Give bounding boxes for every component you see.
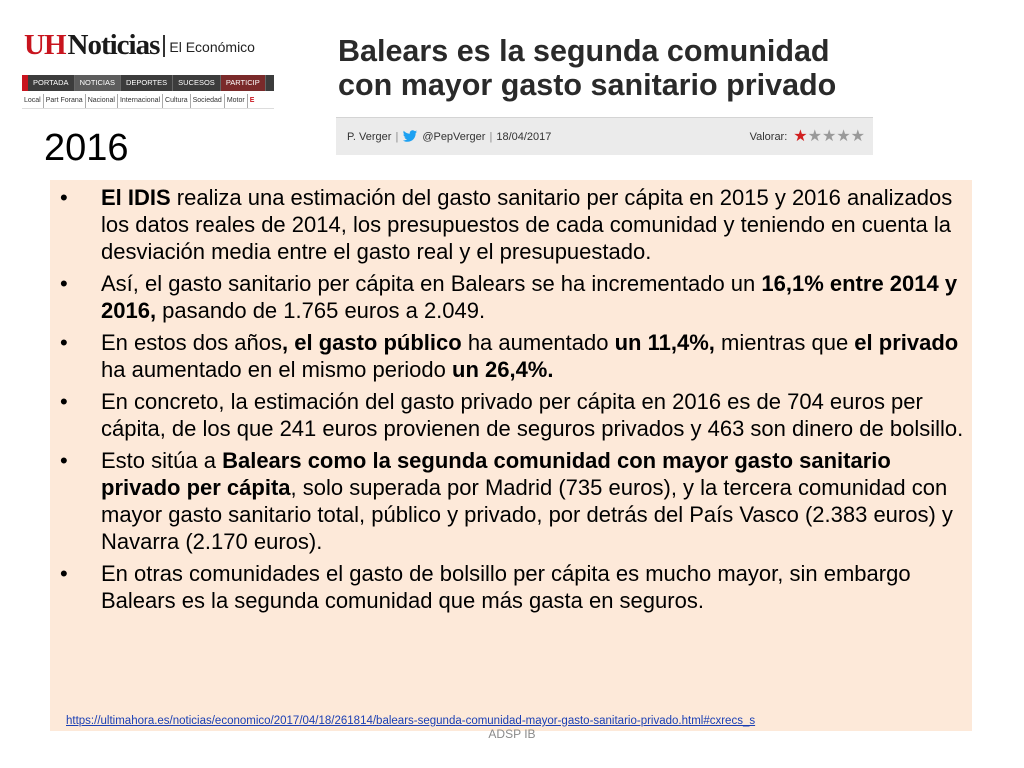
byline-divider: | (489, 130, 493, 143)
nav-item-particip[interactable]: PARTICIP (220, 75, 266, 91)
text-run: ha aumentado (461, 330, 615, 355)
text-run: , solo superada por Madrid (735 euros), … (101, 475, 953, 554)
uh-noticias-header: UH Noticias El Económico PORTADA NOTICIAS… (22, 28, 274, 112)
text-run: Así, el gasto sanitario per cápita en Ba… (101, 271, 762, 296)
article-headline[interactable]: Balears es la segunda comunidad con mayo… (338, 34, 837, 102)
slide-footer: ADSP IB (488, 727, 536, 741)
rating-label: Valorar: (749, 130, 788, 143)
subnav-item[interactable]: Internacional (118, 94, 164, 108)
bullet-item: Esto sitúa a Balears como la segunda com… (50, 447, 972, 555)
subnav-item[interactable]: Sociedad (191, 94, 225, 108)
uh-logo-mark: UH (24, 29, 66, 61)
subnav-item[interactable]: Motor (225, 94, 248, 108)
bullet-item: En concreto, la estimación del gasto pri… (50, 388, 972, 442)
slide-title: 2016 (44, 127, 129, 169)
bullet-item: En otras comunidades el gasto de bolsill… (50, 560, 972, 614)
text-run: En concreto, la estimación del gasto pri… (101, 389, 964, 441)
subnav-item[interactable]: Local (22, 94, 44, 108)
text-run: En otras comunidades el gasto de bolsill… (101, 561, 911, 613)
nav-item-deportes[interactable]: DEPORTES (121, 75, 174, 91)
article-date: 18/04/2017 (496, 130, 552, 143)
bold-text: el privado (854, 330, 959, 355)
section-name: El Económico (169, 39, 255, 55)
bullet-item: El IDIS realiza una estimación del gasto… (50, 184, 972, 265)
star-icon[interactable]: ★ (821, 127, 837, 145)
byline-divider: | (395, 130, 399, 143)
logo-divider (163, 35, 166, 57)
text-run: pasando de 1.765 euros a 2.049. (156, 298, 486, 323)
source-link[interactable]: https://ultimahora.es/noticias/economico… (66, 715, 756, 727)
nav-item-portada[interactable]: PORTADA (22, 75, 75, 91)
uh-logo-name: Noticias (67, 29, 161, 61)
sub-nav-bar: Local Part Forana Nacional Internacional Cul… (22, 94, 274, 109)
nav-item-sucesos[interactable]: SUCESOS (173, 75, 221, 91)
bold-text: un 26,4%. (452, 357, 554, 382)
star-icon[interactable]: ★ (850, 127, 865, 145)
text-run: ha aumentado en el mismo periodo (101, 357, 452, 382)
uh-logo[interactable]: UH Noticias El Económico (24, 30, 255, 60)
text-run: Esto sitúa a (101, 448, 223, 473)
star-icon[interactable]: ★ (836, 127, 851, 145)
subnav-item[interactable]: Cultura (163, 94, 191, 108)
byline-bar: P. Verger | @PepVerger | 18/04/2017 Valo… (336, 117, 873, 155)
bold-text: 16,1% entre 2014 y 2016, (101, 271, 958, 323)
star-icon[interactable]: ★ (807, 127, 822, 145)
author-name[interactable]: P. Verger (347, 130, 392, 143)
content-box: El IDIS realiza una estimación del gasto… (50, 180, 972, 731)
main-nav-bar: PORTADA NOTICIAS DEPORTES SUCESOS PARTICIP (22, 75, 274, 91)
twitter-icon[interactable] (402, 130, 418, 143)
nav-item-noticias[interactable]: NOTICIAS (74, 75, 121, 91)
bold-text: un 11,4%, (614, 330, 715, 355)
subnav-item[interactable]: E (249, 97, 255, 104)
subnav-item[interactable]: Part Forana (44, 94, 86, 108)
bullet-item: En estos dos años, el gasto público ha a… (50, 329, 972, 383)
text-run: En estos dos años (101, 330, 283, 355)
bold-text: , el gasto público (282, 330, 462, 355)
article-headline-card: Balears es la segunda comunidad con mayo… (336, 28, 873, 155)
subnav-item[interactable]: Nacional (86, 94, 118, 108)
bold-text: Balears como la segunda comunidad con ma… (101, 448, 891, 500)
star-rating[interactable]: ★ ★ ★ ★ ★ (793, 127, 865, 145)
text-run: mientras que (714, 330, 855, 355)
bullet-list: El IDIS realiza una estimación del gasto… (50, 184, 972, 619)
text-run: realiza una estimación del gasto sanitar… (101, 185, 953, 264)
bullet-item: Así, el gasto sanitario per cápita en Ba… (50, 270, 972, 324)
star-icon[interactable]: ★ (793, 127, 808, 145)
twitter-handle[interactable]: @PepVerger (422, 130, 486, 143)
bold-text: El IDIS (101, 185, 171, 210)
